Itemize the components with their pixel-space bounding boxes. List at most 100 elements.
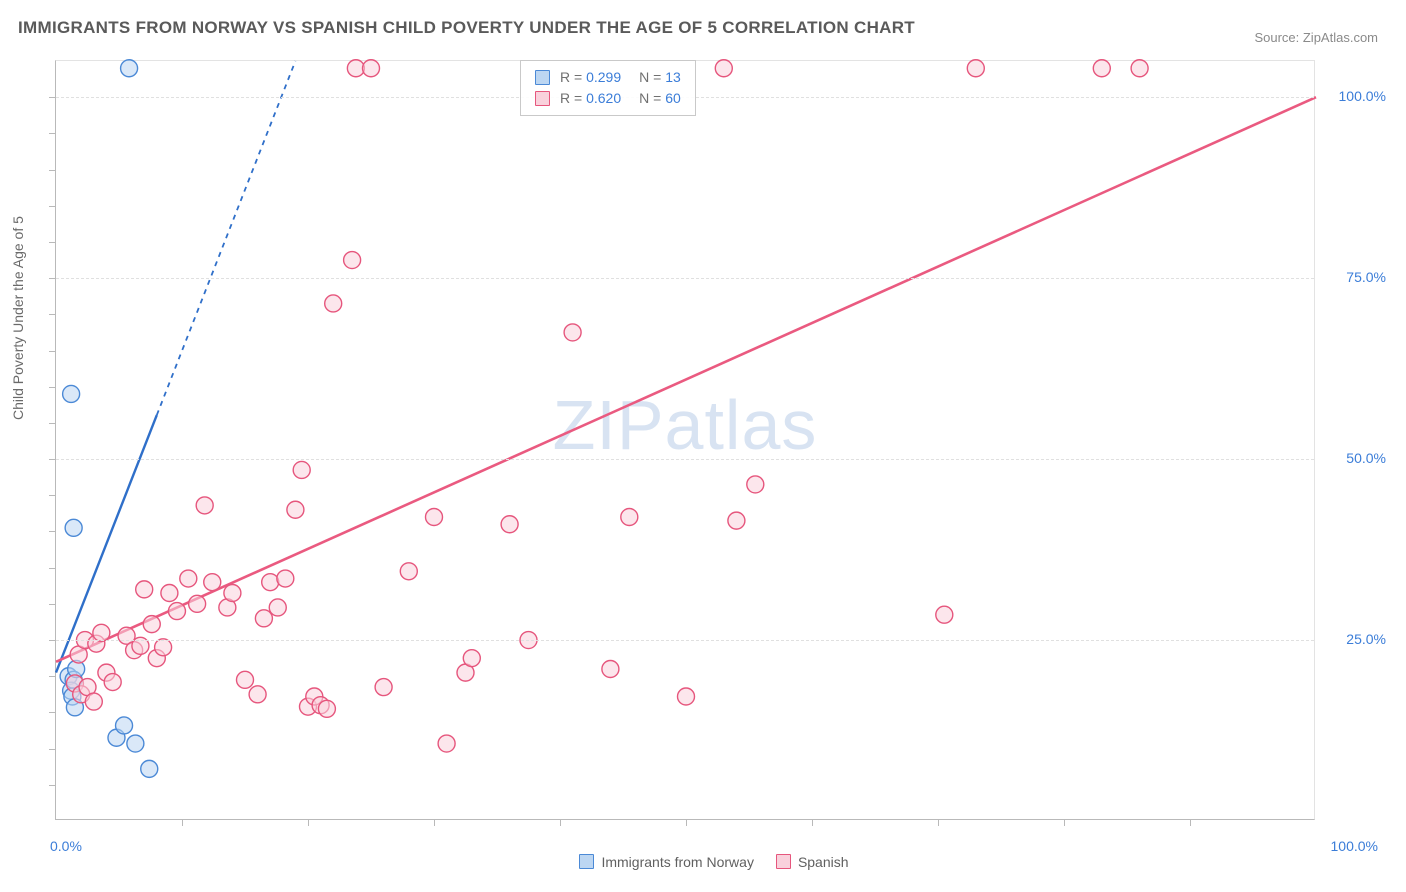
data-point [1093, 60, 1110, 77]
y-tick-minor [49, 495, 56, 496]
y-tick-minor [49, 568, 56, 569]
trend-line [56, 97, 1316, 662]
y-tick-label: 75.0% [1346, 269, 1386, 285]
y-tick-minor [49, 749, 56, 750]
data-point [136, 581, 153, 598]
data-point [728, 512, 745, 529]
legend-n-value: 13 [665, 69, 681, 85]
y-tick-minor [49, 785, 56, 786]
trend-line-extrapolated [157, 61, 296, 415]
data-point [269, 599, 286, 616]
data-point [196, 497, 213, 514]
y-tick-label: 25.0% [1346, 631, 1386, 647]
y-tick-minor [49, 423, 56, 424]
data-point [161, 585, 178, 602]
data-point [277, 570, 294, 587]
data-point [564, 324, 581, 341]
legend-n-label: N = [639, 69, 661, 85]
source-citation: Source: ZipAtlas.com [1254, 30, 1378, 45]
data-point [143, 616, 160, 633]
data-point [678, 688, 695, 705]
data-point [400, 563, 417, 580]
y-tick-minor [49, 314, 56, 315]
data-point [936, 606, 953, 623]
data-point [204, 574, 221, 591]
correlation-legend: R = 0.299 N = 13 R = 0.620 N = 60 [520, 60, 696, 116]
y-axis-label: Child Poverty Under the Age of 5 [10, 216, 26, 420]
x-tick [1064, 819, 1065, 826]
y-tick-minor [49, 206, 56, 207]
data-point [621, 509, 638, 526]
data-point [715, 60, 732, 77]
data-point [375, 679, 392, 696]
legend-swatch [535, 91, 550, 106]
data-point [249, 686, 266, 703]
data-point [93, 624, 110, 641]
y-tick-label: 50.0% [1346, 450, 1386, 466]
data-point [127, 735, 144, 752]
data-point [325, 295, 342, 312]
legend-row: R = 0.620 N = 60 [535, 88, 681, 109]
data-point [168, 603, 185, 620]
data-point [155, 639, 172, 656]
y-tick-label: 100.0% [1339, 88, 1386, 104]
data-point [63, 385, 80, 402]
data-point [463, 650, 480, 667]
x-tick [434, 819, 435, 826]
x-tick [308, 819, 309, 826]
x-tick [1190, 819, 1191, 826]
legend-r-value: 0.620 [586, 90, 621, 106]
data-point [255, 610, 272, 627]
data-point [121, 60, 138, 77]
data-point [318, 700, 335, 717]
legend-r-value: 0.299 [586, 69, 621, 85]
x-tick [182, 819, 183, 826]
y-tick-minor [49, 604, 56, 605]
legend-r-label: R = [560, 90, 582, 106]
legend-series-label: Spanish [798, 854, 849, 870]
legend-n-label: N = [639, 90, 661, 106]
gridline [56, 640, 1314, 641]
data-point [180, 570, 197, 587]
data-point [85, 693, 102, 710]
legend-swatch [776, 854, 791, 869]
x-tick [686, 819, 687, 826]
data-point [237, 671, 254, 688]
data-point [141, 760, 158, 777]
x-tick [560, 819, 561, 826]
y-tick-minor [49, 170, 56, 171]
x-tick [938, 819, 939, 826]
x-axis-max-label: 100.0% [1331, 838, 1378, 854]
y-tick-minor [49, 387, 56, 388]
scatter-svg [56, 61, 1316, 821]
y-tick-minor [49, 712, 56, 713]
legend-swatch [535, 70, 550, 85]
data-point [189, 595, 206, 612]
data-point [747, 476, 764, 493]
y-tick [49, 97, 56, 98]
series-legend: Immigrants from NorwaySpanish [0, 854, 1406, 870]
legend-n-value: 60 [665, 90, 681, 106]
chart-title: IMMIGRANTS FROM NORWAY VS SPANISH CHILD … [18, 18, 915, 38]
data-point [602, 661, 619, 678]
legend-row: R = 0.299N = 13 [535, 67, 681, 88]
legend-swatch [579, 854, 594, 869]
data-point [1131, 60, 1148, 77]
axis-origin-label: 0.0% [50, 838, 82, 854]
data-point [501, 516, 518, 533]
y-tick-minor [49, 351, 56, 352]
y-tick-minor [49, 531, 56, 532]
data-point [104, 674, 121, 691]
y-tick-minor [49, 242, 56, 243]
data-point [426, 509, 443, 526]
plot-area: ZIPatlas [55, 60, 1315, 820]
data-point [65, 519, 82, 536]
y-tick-minor [49, 676, 56, 677]
gridline [56, 459, 1314, 460]
x-tick [812, 819, 813, 826]
data-point [287, 501, 304, 518]
y-tick [49, 640, 56, 641]
data-point [293, 461, 310, 478]
y-tick-minor [49, 133, 56, 134]
data-point [116, 717, 133, 734]
